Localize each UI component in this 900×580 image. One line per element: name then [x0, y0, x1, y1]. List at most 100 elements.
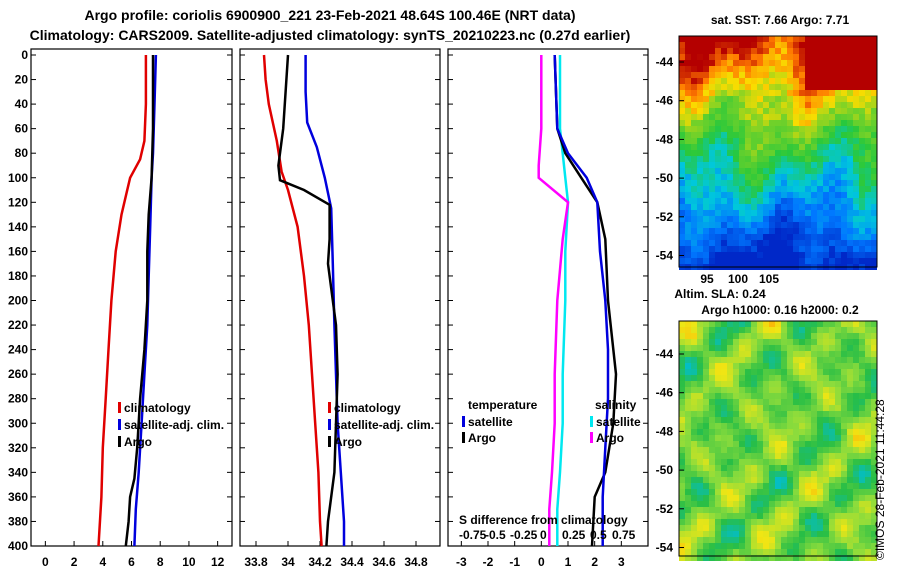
sst-map-cell [823, 162, 829, 168]
sla-map-cell [739, 345, 745, 351]
sla-map-cell [847, 381, 853, 387]
sst-map-cell [787, 186, 793, 192]
sla-map-cell [811, 345, 817, 351]
sla-map-cell [685, 411, 691, 417]
sla-map-cell [709, 435, 715, 441]
sla-map-cell [835, 393, 841, 399]
sst-map-cell [697, 246, 703, 252]
sst-map-cell [847, 222, 853, 228]
sla-map-cell [703, 495, 709, 501]
diff-legend-swatch [590, 432, 593, 443]
sla-map-cell [799, 327, 805, 333]
sla-map-cell [853, 441, 859, 447]
sla-map-cell [841, 327, 847, 333]
sla-map-cell [871, 495, 877, 501]
sla-map-cell [811, 375, 817, 381]
sla-map-cell [715, 459, 721, 465]
sst-map-cell [775, 120, 781, 126]
sla-map-cell [757, 363, 763, 369]
sst-map-cell [787, 216, 793, 222]
sla-map-cell [871, 531, 877, 537]
sla-map-cell [781, 507, 787, 513]
sla-map-cell [835, 489, 841, 495]
sst-map-cell [763, 48, 769, 54]
sst-map-cell [823, 198, 829, 204]
sst-map-cell [745, 138, 751, 144]
sla-map-cell [721, 519, 727, 525]
sla-map-cell [757, 453, 763, 459]
sst-map-cell [823, 144, 829, 150]
sla-map-cell [823, 357, 829, 363]
sla-map-cell [829, 489, 835, 495]
sst-map-cell [823, 132, 829, 138]
sst-map-cell [847, 60, 853, 66]
sla-map-cell [865, 447, 871, 453]
sla-map-cell [757, 447, 763, 453]
sst-map-cell [763, 144, 769, 150]
sla-map-cell [781, 513, 787, 519]
sst-map-cell [859, 228, 865, 234]
sla-map-cell [835, 471, 841, 477]
sst-map-cell [829, 120, 835, 126]
sst-map-cell [805, 96, 811, 102]
sla-map-cell [799, 555, 805, 561]
sla-map-cell [715, 411, 721, 417]
sst-map-cell [697, 150, 703, 156]
sst-map-cell [823, 258, 829, 264]
sla-map-cell [709, 333, 715, 339]
sst-map-cell [865, 60, 871, 66]
sla-map-cell [775, 453, 781, 459]
sst-map-cell [811, 90, 817, 96]
sst-map-cell [823, 210, 829, 216]
sla-map-cell [841, 399, 847, 405]
sla-map-cell [823, 483, 829, 489]
chart-title-line-1: Argo profile: coriolis 6900900_221 23-Fe… [84, 7, 576, 23]
sst-map-cell [823, 150, 829, 156]
sst-map-cell [811, 138, 817, 144]
sla-map-cell [781, 477, 787, 483]
sla-map-cell [751, 387, 757, 393]
sla-map-cell [835, 399, 841, 405]
sst-map-cell [853, 180, 859, 186]
sst-map-cell [823, 234, 829, 240]
sla-map-cell [751, 375, 757, 381]
sst-map-cell [721, 186, 727, 192]
sal-legend-label: Argo [334, 435, 362, 449]
sla-map-cell [859, 537, 865, 543]
sst-map-cell [829, 204, 835, 210]
sst-map-cell [835, 180, 841, 186]
sla-map-cell [859, 369, 865, 375]
sst-map-cell [835, 90, 841, 96]
sla-map-cell [781, 345, 787, 351]
sla-map-cell [871, 555, 877, 561]
sla-map-cell [823, 405, 829, 411]
sla-map-cell [697, 555, 703, 561]
sla-map-cell [865, 387, 871, 393]
sst-map-cell [703, 168, 709, 174]
sst-map-cell [787, 48, 793, 54]
sla-map-cell [805, 537, 811, 543]
sst-map-cell [811, 240, 817, 246]
sst-map-cell [757, 192, 763, 198]
sst-map-cell [871, 72, 877, 78]
sla-map-cell [721, 411, 727, 417]
sst-map-cell [685, 228, 691, 234]
sla-map-cell [787, 375, 793, 381]
sst-map-cell [721, 102, 727, 108]
sla-map-cell [823, 519, 829, 525]
sst-map-cell [775, 114, 781, 120]
sla-map-cell [769, 429, 775, 435]
sst-map-cell [721, 96, 727, 102]
sla-map-cell [745, 525, 751, 531]
sst-map-cell [793, 108, 799, 114]
sst-map-cell [763, 258, 769, 264]
sst-map-cell [823, 180, 829, 186]
sst-map-cell [781, 66, 787, 72]
sla-map-cell [781, 387, 787, 393]
sst-map-cell [781, 132, 787, 138]
sst-map-cell [787, 168, 793, 174]
sst-map-cell [841, 84, 847, 90]
sst-map-cell [871, 102, 877, 108]
sla-map-cell [709, 495, 715, 501]
sst-map-cell [769, 132, 775, 138]
